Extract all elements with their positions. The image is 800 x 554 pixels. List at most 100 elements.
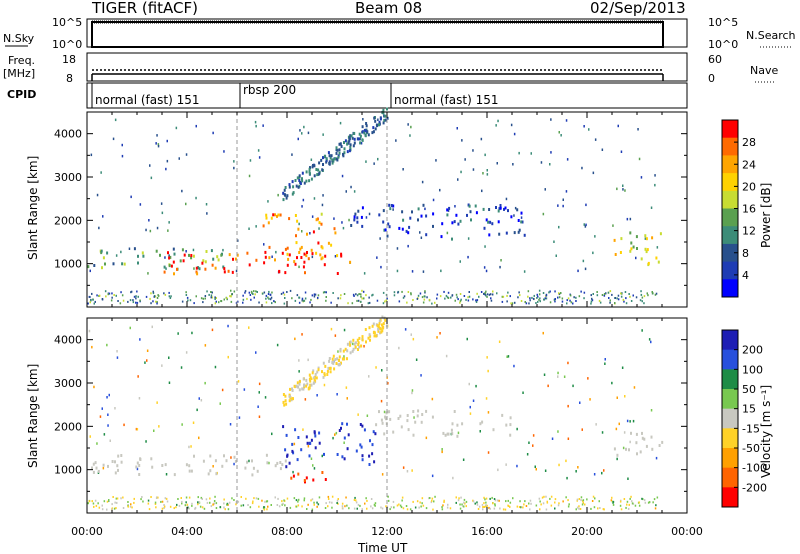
range-gate-cell (222, 265, 225, 269)
range-gate-cell (428, 298, 431, 301)
range-gate-cell (532, 434, 535, 437)
range-gate-cell (357, 503, 360, 506)
range-gate-cell (633, 386, 636, 389)
range-gate-cell (383, 114, 386, 118)
range-gate-cell (257, 405, 259, 408)
range-gate-cell (92, 462, 95, 466)
range-gate-cell (106, 396, 108, 399)
range-gate-cell (269, 293, 272, 296)
range-gate-cell (215, 502, 218, 505)
range-gate-cell (370, 498, 373, 500)
range-gate-cell (442, 431, 445, 435)
range-gate-cell (212, 257, 215, 261)
range-gate-cell (296, 458, 299, 462)
cpid-label: CPID (7, 88, 36, 101)
range-gate-cell (181, 500, 183, 503)
range-gate-cell (622, 446, 625, 450)
range-gate-cell (330, 154, 333, 158)
range-gate-cell (629, 295, 631, 298)
range-gate-cell (613, 238, 616, 242)
range-gate-cell (645, 250, 648, 254)
range-gate-cell (190, 254, 193, 257)
range-gate-cell (376, 299, 379, 302)
range-gate-cell (120, 460, 123, 464)
range-gate-cell (366, 414, 369, 417)
range-gate-cell (465, 298, 467, 301)
range-gate-cell (357, 299, 360, 302)
range-gate-cell (262, 224, 265, 228)
range-gate-cell (147, 502, 150, 505)
range-gate-cell (120, 497, 122, 500)
range-gate-cell (365, 124, 368, 128)
range-gate-cell (157, 144, 160, 148)
range-gate-cell (480, 137, 483, 141)
range-gate-cell (93, 385, 95, 389)
range-gate-cell (360, 293, 362, 296)
range-gate-cell (267, 221, 270, 225)
range-gate-cell (136, 428, 139, 431)
range-gate-cell (284, 504, 286, 507)
range-gate-cell (484, 292, 486, 294)
range-gate-cell (417, 409, 420, 413)
range-gate-cell (623, 431, 626, 434)
range-gate-cell (431, 497, 434, 500)
range-gate-cell (213, 502, 216, 505)
range-gate-cell (404, 328, 407, 331)
range-gate-cell (197, 501, 199, 504)
range-gate-cell (237, 500, 240, 503)
range-gate-cell (409, 134, 411, 137)
range-gate-cell (594, 497, 596, 500)
range-gate-cell (506, 294, 508, 297)
range-gate-cell (483, 226, 486, 230)
range-gate-cell (92, 298, 94, 301)
range-gate-cell (130, 195, 132, 199)
range-gate-cell (541, 496, 544, 499)
range-gate-cell (494, 504, 496, 507)
range-gate-cell (650, 409, 653, 412)
range-gate-cell (520, 211, 523, 215)
range-gate-cell (525, 505, 528, 507)
range-gate-cell (361, 224, 364, 228)
range-gate-cell (591, 297, 593, 300)
range-gate-cell (432, 508, 434, 511)
range-gate-cell (258, 382, 261, 386)
range-gate-cell (357, 413, 359, 416)
range-gate-cell (545, 294, 548, 297)
range-gate-cell (634, 504, 637, 507)
range-gate-cell (510, 215, 513, 219)
range-gate-cell (507, 505, 510, 507)
velocity-colorbar-label: Velocity [m s⁻¹] (759, 385, 773, 478)
range-gate-cell (652, 292, 654, 295)
range-gate-cell (274, 213, 276, 217)
range-gate-cell (327, 498, 330, 500)
colorbar-segment (722, 448, 738, 469)
range-gate-cell (197, 503, 199, 506)
range-gate-cell (325, 157, 328, 161)
range-gate-cell (609, 290, 612, 293)
range-gate-cell (373, 162, 375, 165)
range-gate-cell (377, 157, 379, 161)
range-gate-cell (276, 343, 279, 347)
range-gate-cell (271, 302, 273, 305)
range-gate-cell (301, 333, 303, 336)
range-gate-cell (180, 366, 183, 369)
range-gate-cell (141, 251, 144, 255)
range-gate-cell (89, 301, 91, 304)
range-gate-cell (223, 267, 226, 271)
range-gate-cell (412, 299, 414, 301)
range-gate-cell (535, 504, 538, 507)
range-gate-cell (338, 355, 341, 359)
range-gate-cell (638, 504, 641, 507)
range-gate-cell (432, 198, 435, 202)
range-gate-cell (484, 505, 487, 508)
range-gate-cell (181, 423, 183, 426)
range-gate-cell (135, 427, 138, 431)
range-gate-cell (175, 506, 177, 509)
range-gate-cell (361, 454, 364, 458)
range-gate-cell (93, 302, 95, 305)
range-gate-cell (281, 463, 284, 467)
range-gate-cell (258, 505, 260, 508)
range-gate-cell (317, 366, 320, 370)
range-gate-cell (235, 269, 238, 273)
